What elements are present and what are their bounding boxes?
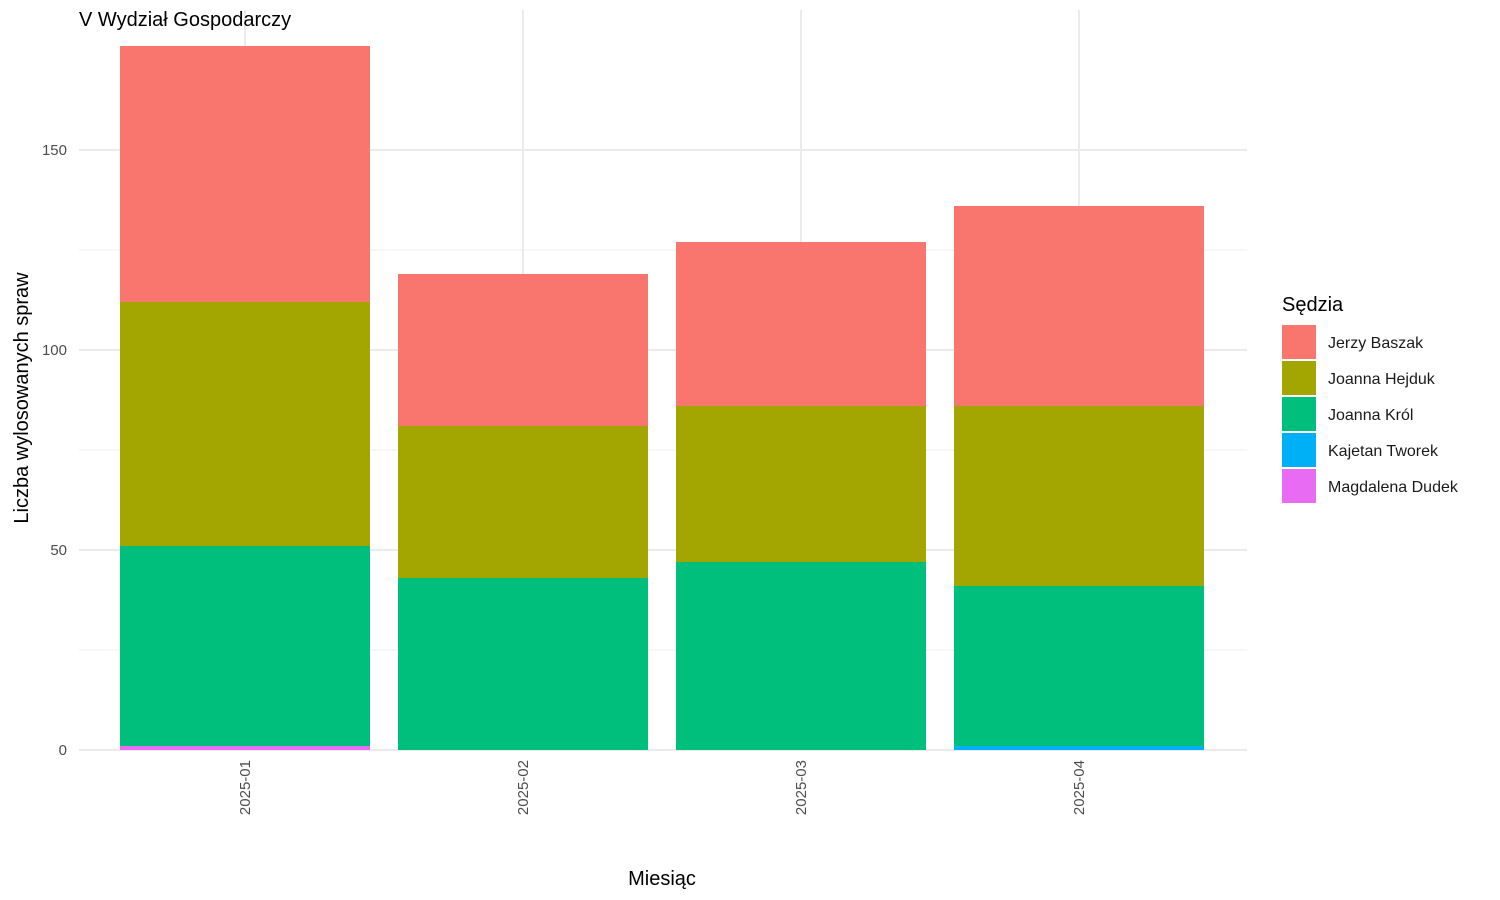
bar-segment xyxy=(676,406,926,562)
bar-segment xyxy=(954,406,1204,586)
legend-title: Sędzia xyxy=(1282,294,1344,316)
y-tick-label: 100 xyxy=(42,342,67,359)
legend: Sędzia Jerzy Baszak Joanna Hejduk Joanna K… xyxy=(1282,294,1459,503)
bar-segment xyxy=(120,302,370,546)
legend-label: Kajetan Tworek xyxy=(1328,443,1439,460)
legend-label: Joanna Hejduk xyxy=(1328,371,1436,388)
x-tick-labels: 2025-01 2025-02 2025-03 2025-04 xyxy=(237,760,1088,815)
x-tick-label: 2025-01 xyxy=(237,760,254,815)
bar-segment xyxy=(398,578,648,750)
bars xyxy=(120,46,1204,750)
bar-segment xyxy=(120,746,370,750)
legend-swatch xyxy=(1282,397,1316,431)
legend-swatch xyxy=(1282,433,1316,467)
bar-segment xyxy=(398,426,648,578)
bar-segment xyxy=(120,46,370,302)
y-axis-title: Liczba wylosowanych spraw xyxy=(11,272,33,524)
x-tick-label: 2025-03 xyxy=(793,760,810,815)
legend-swatch xyxy=(1282,469,1316,503)
bar-segment xyxy=(676,242,926,406)
x-axis-title: Miesiąc xyxy=(628,868,696,890)
bar-segment xyxy=(954,206,1204,406)
legend-label: Jerzy Baszak xyxy=(1328,335,1424,352)
y-tick-label: 50 xyxy=(50,542,67,559)
legend-label: Joanna Król xyxy=(1328,407,1413,424)
legend-label: Magdalena Dudek xyxy=(1328,479,1459,496)
bar-segment xyxy=(954,586,1204,746)
x-tick-label: 2025-04 xyxy=(1071,760,1088,815)
bar-segment xyxy=(954,746,1204,750)
legend-swatch xyxy=(1282,361,1316,395)
y-tick-labels: 0 50 100 150 xyxy=(42,142,67,759)
y-tick-label: 0 xyxy=(59,742,67,759)
x-tick-label: 2025-02 xyxy=(515,760,532,815)
y-tick-label: 150 xyxy=(42,142,67,159)
chart-title: V Wydział Gospodarczy xyxy=(79,9,291,31)
bar-segment xyxy=(676,562,926,750)
legend-swatch xyxy=(1282,325,1316,359)
bar-segment xyxy=(398,274,648,426)
bar-segment xyxy=(120,546,370,746)
